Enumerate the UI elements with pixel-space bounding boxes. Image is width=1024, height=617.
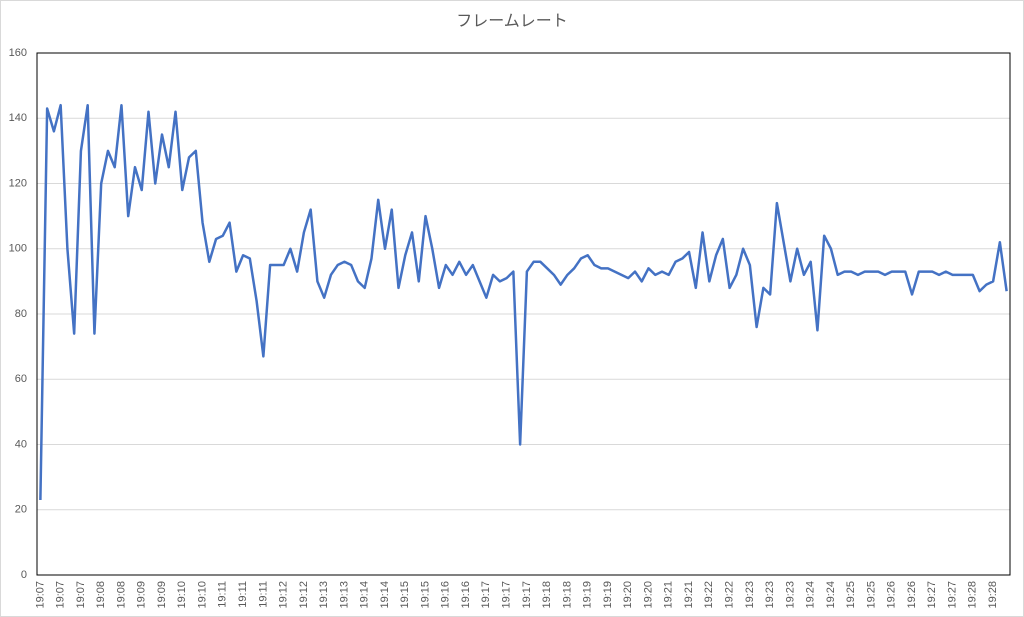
x-tick-label: 19:28	[967, 581, 979, 609]
chart-title: フレームレート	[456, 13, 568, 30]
y-tick-label: 100	[9, 243, 27, 255]
x-tick-label: 19:25	[865, 581, 877, 609]
x-tick-label: 19:10	[196, 581, 208, 609]
x-tick-label: 19:07	[75, 581, 87, 609]
x-tick-label: 19:15	[399, 581, 411, 609]
x-tick-label: 19:23	[744, 581, 756, 609]
y-tick-label: 0	[21, 569, 27, 581]
x-tick-label: 19:23	[784, 581, 796, 609]
x-tick-label: 19:13	[338, 581, 350, 609]
x-tick-label: 19:18	[541, 581, 553, 609]
x-tick-label: 19:21	[663, 581, 675, 609]
y-tick-label: 20	[15, 504, 27, 516]
x-tick-label: 19:14	[379, 581, 391, 609]
x-tick-label: 19:10	[176, 581, 188, 609]
x-tick-label: 19:25	[845, 581, 857, 609]
x-tick-label: 19:19	[582, 581, 594, 609]
y-tick-label: 160	[9, 47, 27, 59]
x-tick-label: 19:07	[55, 581, 67, 609]
x-tick-label: 19:26	[906, 581, 918, 609]
x-tick-label: 19:15	[419, 581, 431, 609]
x-tick-label: 19:24	[825, 581, 837, 609]
x-tick-label: 19:17	[480, 581, 492, 609]
y-tick-label: 80	[15, 308, 27, 320]
x-tick-label: 19:13	[318, 581, 330, 609]
y-tick-label: 120	[9, 177, 27, 189]
x-tick-label: 19:20	[622, 581, 634, 609]
x-tick-label: 19:17	[501, 581, 513, 609]
y-tick-label: 60	[15, 373, 27, 385]
y-tick-label: 140	[9, 112, 27, 124]
x-tick-label: 19:17	[521, 581, 533, 609]
x-tick-label: 19:08	[95, 581, 107, 609]
x-tick-label: 19:08	[115, 581, 127, 609]
x-tick-label: 19:09	[136, 581, 148, 609]
x-tick-label: 19:07	[34, 581, 46, 609]
plot-border	[36, 52, 1011, 576]
x-tick-label: 19:27	[926, 581, 938, 609]
x-tick-label: 19:11	[257, 581, 269, 608]
x-tick-label: 19:16	[440, 581, 452, 609]
y-tick-label: 40	[15, 438, 27, 450]
x-tick-label: 19:19	[602, 581, 614, 609]
x-tick-label: 19:28	[987, 581, 999, 609]
x-tick-label: 19:18	[561, 581, 573, 609]
x-tick-label: 19:11	[217, 581, 229, 608]
x-tick-label: 19:14	[359, 581, 371, 609]
x-tick-label: 19:22	[703, 581, 715, 609]
x-tick-label: 19:12	[298, 581, 310, 609]
x-tick-label: 19:27	[946, 581, 958, 609]
x-tick-label: 19:11	[237, 581, 249, 608]
x-tick-label: 19:09	[156, 581, 168, 609]
x-tick-label: 19:24	[805, 581, 817, 609]
x-tick-label: 19:22	[723, 581, 735, 609]
x-tick-label: 19:23	[764, 581, 776, 609]
x-tick-label: 19:20	[642, 581, 654, 609]
x-tick-label: 19:26	[886, 581, 898, 609]
x-tick-label: 19:16	[460, 581, 472, 609]
x-tick-label: 19:21	[683, 581, 695, 609]
x-tick-label: 19:12	[278, 581, 290, 609]
data-line	[39, 103, 1008, 500]
